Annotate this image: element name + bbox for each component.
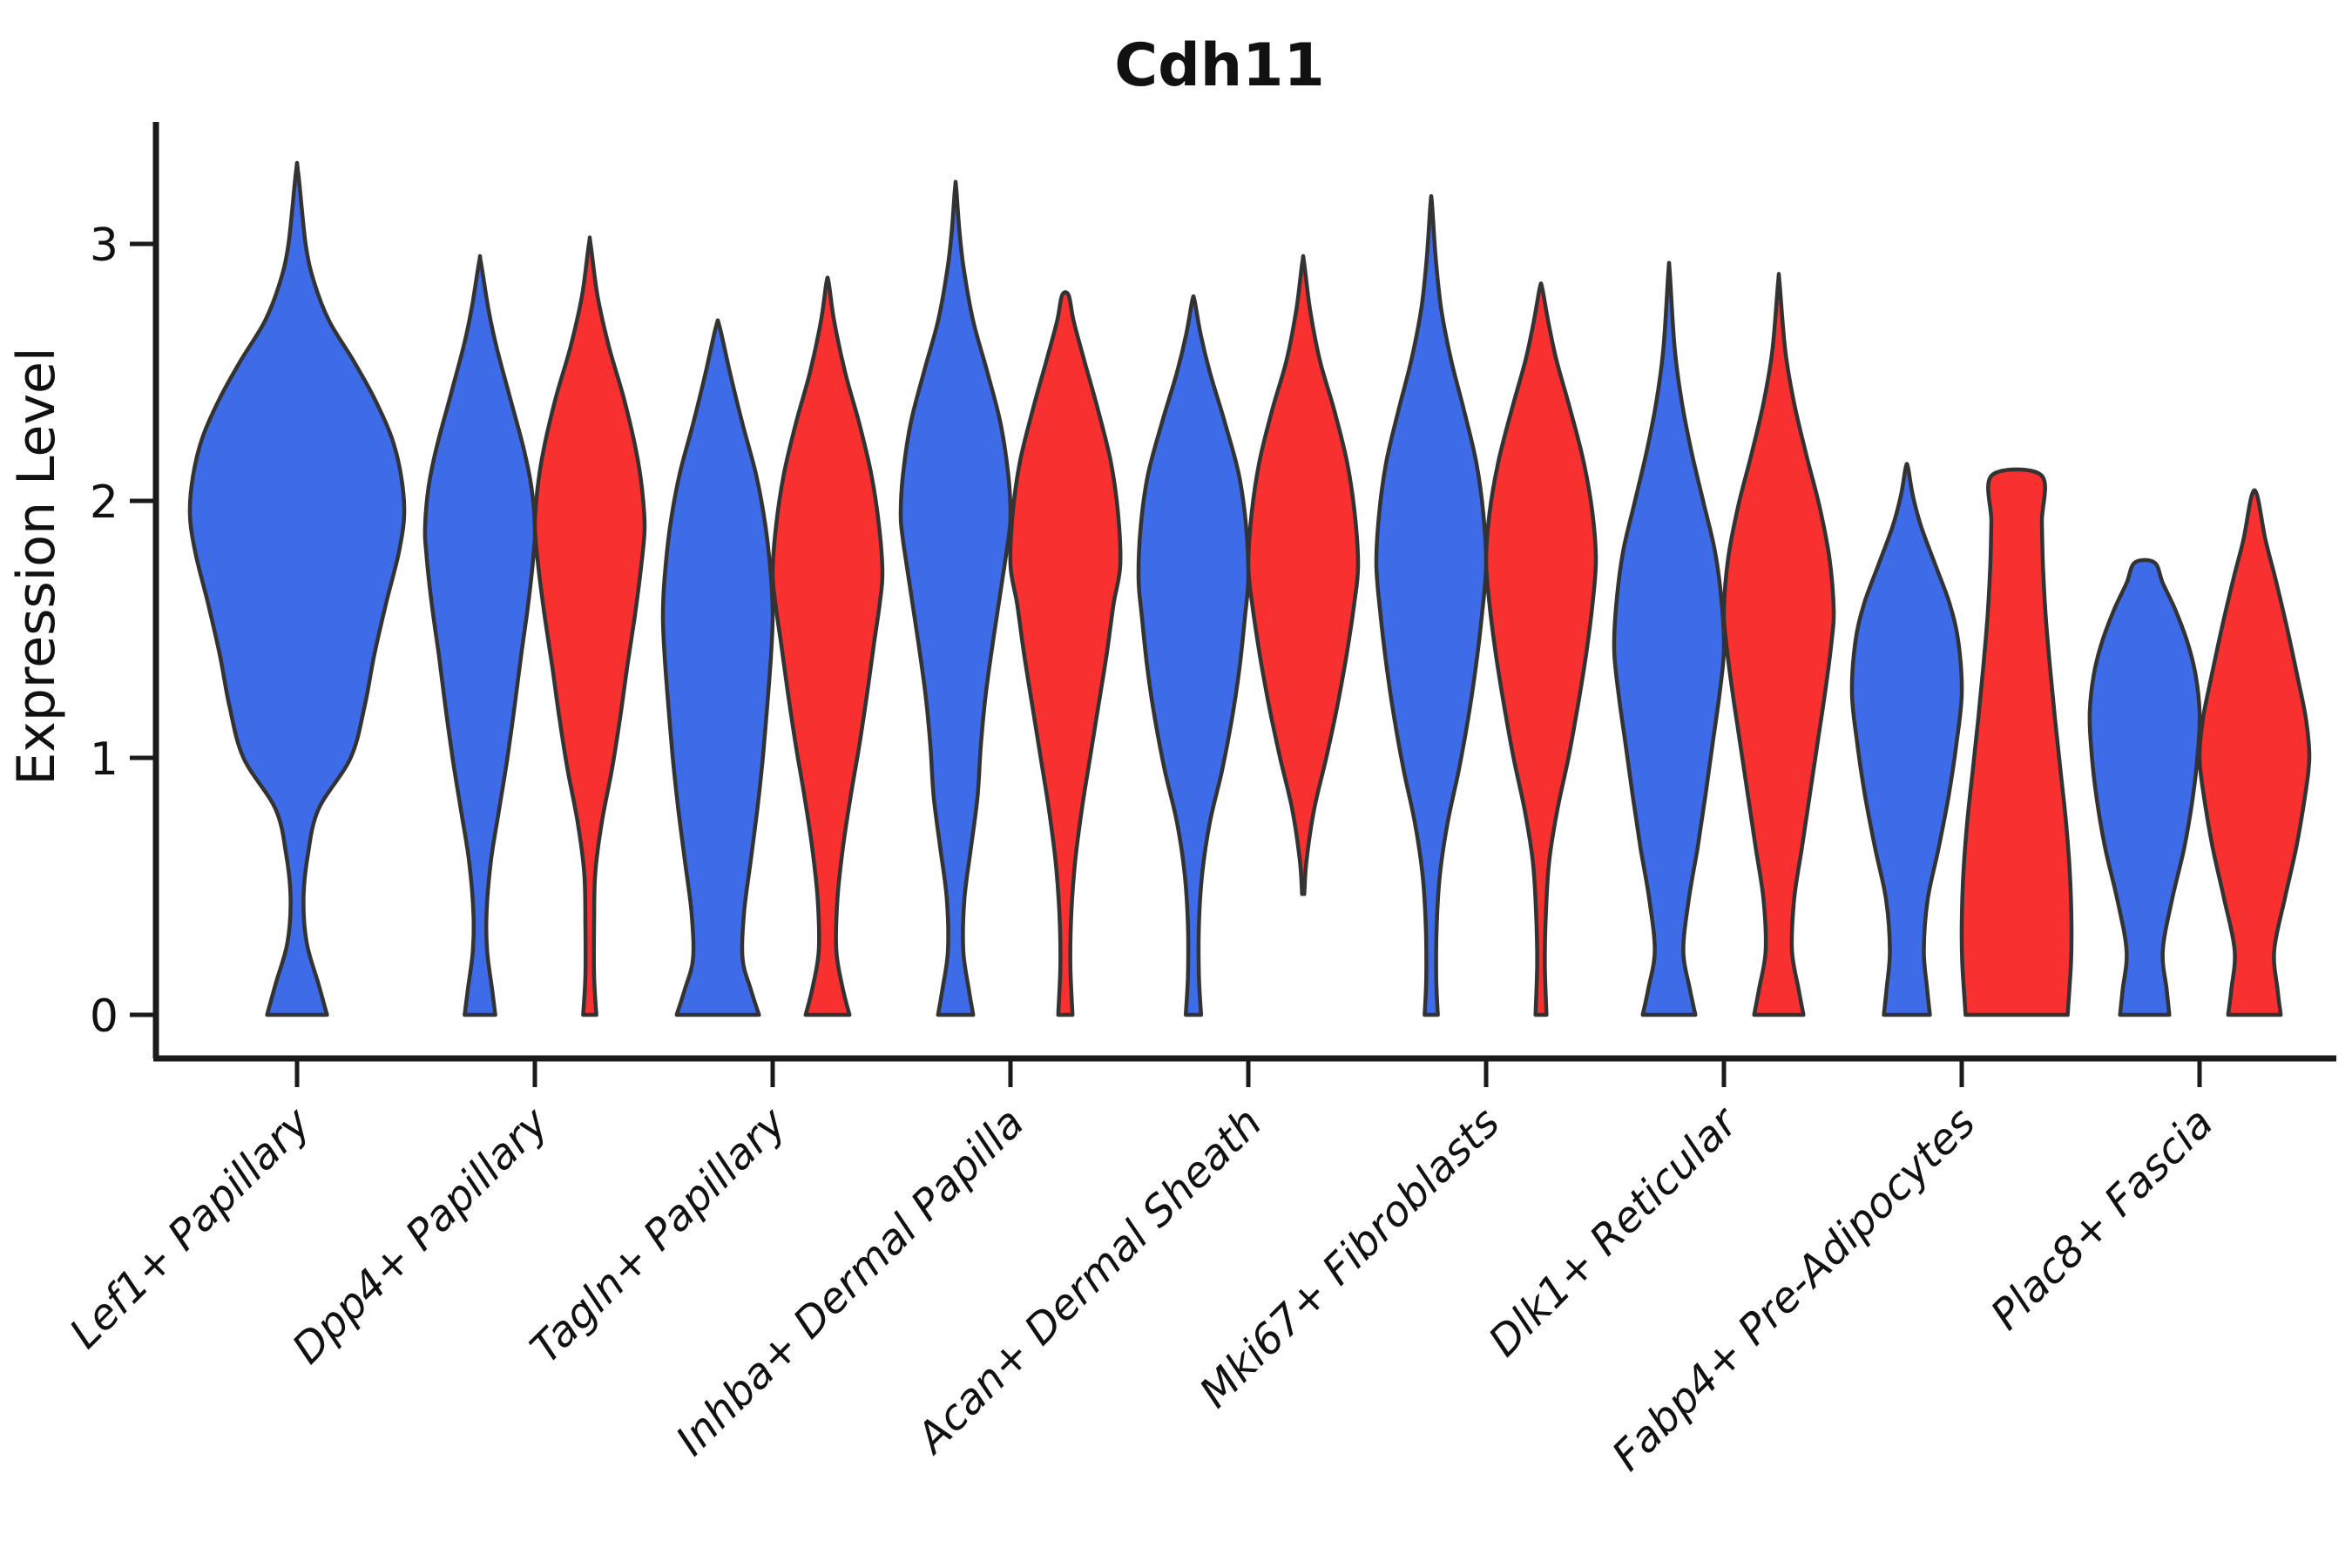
violin-dpp4-papillary-red (532, 235, 647, 1017)
x-tick-label-tagln-papillary: Tagln+ Papillary (521, 1098, 796, 1373)
violin-mki67-fibroblasts-red (1484, 281, 1598, 1017)
x-tick-label-plac8-fascia: Plac8+ Fascia (1982, 1098, 2223, 1340)
violin-mki67-fibroblasts-blue (1374, 193, 1489, 1017)
x-tick-label-dlk1-reticular: Dlk1+ Reticular (1479, 1097, 1749, 1367)
violin-inhba-dermal-papilla-blue (898, 179, 1013, 1017)
violin-dlk1-reticular-red (1721, 272, 1836, 1017)
y-tick-label-2: 2 (90, 476, 118, 529)
violins-layer (187, 160, 2312, 1017)
y-tick-label-3: 3 (90, 220, 118, 272)
violin-tagln-papillary-blue (660, 318, 775, 1017)
violin-dlk1-reticular-blue (1612, 260, 1727, 1017)
violin-plac8-fascia-red (2197, 488, 2312, 1017)
y-tick-labels: 0 1 2 3 (90, 220, 118, 1043)
y-ticks (130, 241, 156, 1017)
violin-lef1-papillary-blue (187, 160, 407, 1017)
y-tick-label-1: 1 (90, 733, 118, 786)
violin-acan-dermal-sheath-red (1246, 253, 1361, 896)
axes-layer (130, 122, 2336, 1087)
x-tick-label-dpp4-papillary: Dpp4+ Papillary (283, 1098, 558, 1373)
violin-fabp4-pre-adipocytes-blue (1849, 462, 1964, 1017)
violin-tagln-papillary-red (770, 275, 885, 1017)
x-tick-label-lef1-papillary: Lef1+ Papillary (60, 1098, 321, 1358)
violin-fabp4-pre-adipocytes-red (1959, 467, 2074, 1017)
x-ticks (294, 1058, 2202, 1087)
violin-dpp4-papillary-blue (422, 253, 537, 1017)
violin-plac8-fascia-blue (2087, 558, 2202, 1017)
violin-acan-dermal-sheath-blue (1136, 294, 1251, 1017)
violin-inhba-dermal-papilla-red (1008, 290, 1123, 1017)
y-tick-label-0: 0 (90, 990, 118, 1043)
chart-title: Cdh11 (1114, 31, 1325, 100)
y-axis-label: Expression Level (6, 347, 67, 785)
